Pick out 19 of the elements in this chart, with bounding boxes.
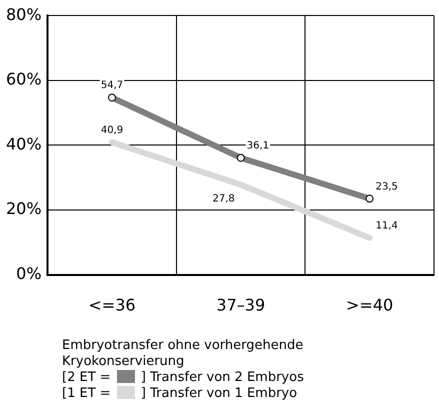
y-tick-label: 0% (16, 264, 42, 283)
text: ] Transfer von 2 Embryos (140, 370, 304, 385)
legend-label: [2 ET = (62, 370, 111, 385)
x-tick-label: >=40 (346, 296, 394, 315)
data-label: 23,5 (376, 181, 398, 192)
y-tick-label: 20% (6, 199, 42, 218)
x-tick-label: 37–39 (216, 296, 266, 315)
y-tick-label: 40% (6, 134, 42, 154)
legend-label: [1 ET = (62, 386, 111, 401)
data-label: 54,7 (100, 80, 124, 92)
y-tick-label: 60% (6, 70, 42, 89)
data-label: 40,9 (100, 124, 124, 136)
x-tick-label: <=36 (88, 296, 136, 315)
data-label: 11,4 (376, 220, 398, 232)
y-tick-label: 80% (6, 4, 42, 24)
x-axis-title: Embryotransfer ohne vorhergehende Kryokonservierung (62, 338, 304, 370)
data-label: 36,1 (246, 140, 270, 152)
text: ] Transfer von 1 Embryo (140, 386, 298, 401)
data-label: 27,8 (212, 193, 235, 204)
